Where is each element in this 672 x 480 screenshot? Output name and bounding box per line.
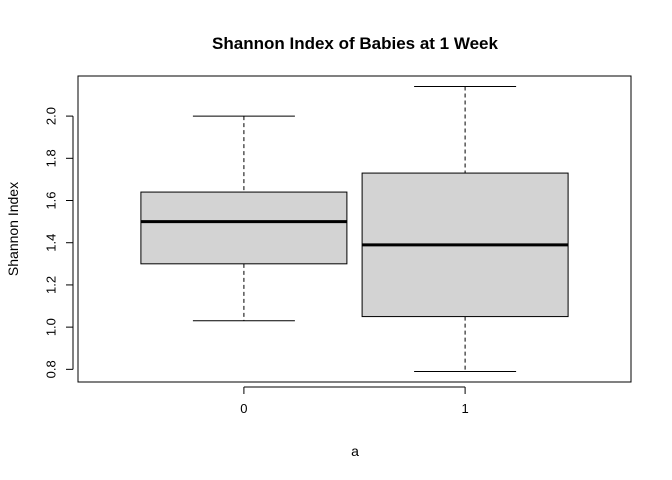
y-tick-label: 1.8 [43,149,58,167]
y-tick-label: 1.4 [43,234,58,252]
y-tick-label: 0.8 [43,360,58,378]
y-tick-label: 1.2 [43,276,58,294]
y-tick-label: 1.6 [43,191,58,209]
x-axis-label: a [351,443,359,459]
y-tick-label: 1.0 [43,318,58,336]
y-tick-label: 2.0 [43,107,58,125]
plot-frame [77,75,632,383]
x-tick-label: 0 [240,401,247,416]
chart-title: Shannon Index of Babies at 1 Week [212,34,498,53]
y-axis-label: Shannon Index [5,182,21,276]
box-iqr [140,191,348,265]
x-tick-label: 1 [461,401,468,416]
